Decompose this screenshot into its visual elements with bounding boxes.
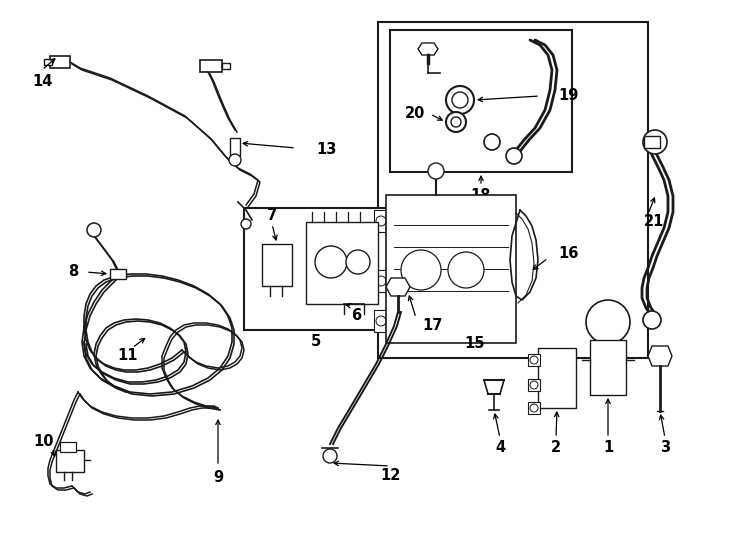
Text: 8: 8 [68, 265, 78, 280]
Circle shape [586, 300, 630, 344]
Text: 4: 4 [495, 441, 505, 456]
Polygon shape [386, 278, 410, 296]
Text: 15: 15 [465, 336, 485, 352]
Text: 10: 10 [34, 435, 54, 449]
Polygon shape [648, 346, 672, 366]
Text: 12: 12 [379, 469, 400, 483]
Circle shape [506, 148, 522, 164]
Circle shape [530, 356, 538, 364]
Circle shape [401, 250, 441, 290]
Text: 21: 21 [644, 214, 664, 230]
Circle shape [87, 223, 101, 237]
Circle shape [530, 404, 538, 412]
Circle shape [241, 219, 251, 229]
Bar [644, 136, 660, 148]
Text: 14: 14 [32, 75, 52, 90]
Text: 20: 20 [404, 106, 425, 122]
Circle shape [530, 381, 538, 389]
Bar [374, 210, 388, 232]
Bar [306, 222, 378, 304]
Circle shape [446, 86, 474, 114]
Bar [230, 138, 240, 156]
Circle shape [446, 112, 466, 132]
Text: 11: 11 [117, 348, 138, 363]
Bar [222, 63, 230, 69]
Polygon shape [418, 43, 438, 55]
Text: 16: 16 [558, 246, 578, 261]
Bar [262, 244, 292, 286]
Text: 19: 19 [558, 89, 578, 104]
Circle shape [428, 163, 444, 179]
Bar [60, 442, 76, 452]
Bar [538, 348, 576, 408]
Circle shape [376, 216, 386, 226]
Bar [374, 310, 388, 332]
Bar [44, 59, 52, 65]
Text: 1: 1 [603, 441, 613, 456]
Circle shape [451, 117, 461, 127]
Bar [374, 270, 388, 292]
Bar [244, 208, 388, 330]
Text: 2: 2 [551, 441, 561, 456]
Bar [56, 450, 84, 472]
Text: 6: 6 [351, 308, 361, 323]
Circle shape [229, 154, 241, 166]
Text: 5: 5 [311, 334, 321, 349]
Bar [378, 22, 648, 358]
Bar [528, 402, 540, 414]
Bar [590, 340, 626, 395]
Bar [528, 354, 540, 366]
Bar [386, 195, 516, 343]
Circle shape [452, 92, 468, 108]
Circle shape [376, 276, 386, 286]
Text: 13: 13 [316, 143, 336, 158]
Bar [528, 379, 540, 391]
Bar [200, 60, 222, 72]
Circle shape [448, 252, 484, 288]
Bar [50, 56, 70, 68]
Circle shape [346, 250, 370, 274]
Text: 9: 9 [213, 470, 223, 485]
Circle shape [315, 246, 347, 278]
Circle shape [643, 130, 667, 154]
Circle shape [484, 134, 500, 150]
Text: 7: 7 [267, 208, 277, 224]
Bar [110, 269, 126, 279]
Text: 3: 3 [660, 441, 670, 456]
Bar [390, 30, 572, 172]
Circle shape [643, 311, 661, 329]
Text: 18: 18 [470, 188, 491, 204]
Text: 17: 17 [422, 319, 443, 334]
Circle shape [323, 449, 337, 463]
Circle shape [376, 316, 386, 326]
